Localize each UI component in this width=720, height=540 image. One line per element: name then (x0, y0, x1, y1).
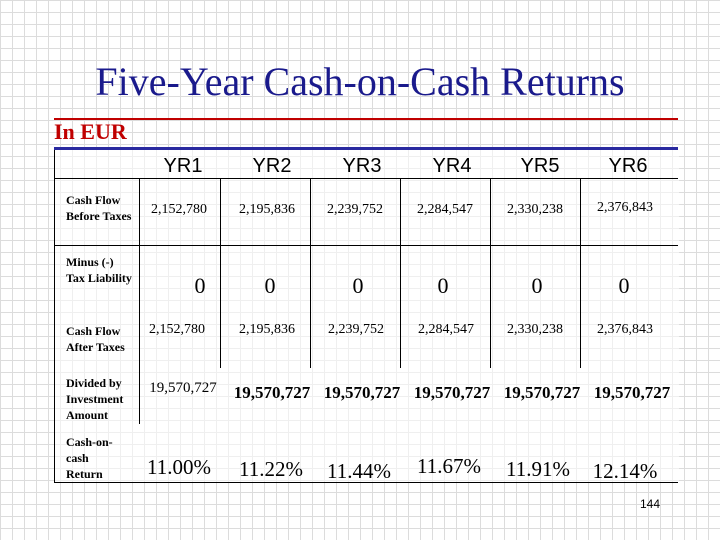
cell-r4-yr1: 19,570,727 (149, 380, 217, 396)
cell-r3-yr3: 2,239,752 (328, 322, 384, 337)
cell-r4-yr5: 19,570,727 (503, 383, 581, 402)
col-header-yr5: YR5 (520, 155, 560, 177)
row-label-cash-on-cash-return: Cash-on-cash Return (66, 435, 113, 481)
cell-r5-yr6: 12.14% (592, 459, 658, 483)
cell-r5-yr4: 11.67% (417, 454, 481, 478)
cell-r2-yr6: 0 (618, 273, 630, 298)
cell-r4-yr6: 19,570,727 (593, 383, 671, 402)
cell-r3-yr5: 2,330,238 (507, 322, 563, 337)
cell-r1-yr4: 2,284,547 (417, 202, 473, 217)
row-label-cash-flow-before-taxes: Cash Flow Before Taxes (66, 193, 132, 223)
slide-subtitle: In EUR (54, 119, 127, 144)
row-label-tax-liability: Minus (-) Tax Liability (66, 255, 132, 285)
col-header-yr1: YR1 (163, 155, 203, 177)
cell-r3-yr4: 2,284,547 (418, 322, 474, 337)
col-divider-1 (220, 178, 221, 368)
label-column-divider (139, 178, 140, 424)
table-bottom-rule (54, 482, 678, 483)
cell-r2-yr5: 0 (531, 273, 543, 298)
col-header-yr2: YR2 (252, 155, 292, 177)
cell-r1-yr1: 2,152,780 (151, 202, 207, 217)
cell-r4-yr4: 19,570,727 (413, 383, 491, 402)
cell-r1-yr2: 2,195,836 (239, 202, 295, 217)
cell-r4-yr2: 19,570,727 (233, 383, 311, 402)
cell-r5-yr1: 11.00% (147, 455, 211, 479)
cell-r2-yr4: 0 (437, 273, 449, 298)
cell-r3-yr6: 2,376,843 (597, 322, 653, 337)
row-label-cash-flow-after-taxes: Cash Flow After Taxes (66, 324, 125, 354)
col-divider-2 (310, 178, 311, 368)
cell-r2-yr1: 0 (194, 273, 206, 298)
cell-r3-yr2: 2,195,836 (239, 322, 295, 337)
row-label-investment-amount: Divided by Investment Amount (66, 376, 124, 422)
cell-r3-yr1: 2,152,780 (149, 322, 205, 337)
cell-r2-yr2: 0 (264, 273, 276, 298)
cell-r4-yr3: 19,570,727 (323, 383, 401, 402)
cell-r1-yr3: 2,239,752 (327, 202, 383, 217)
cell-r1-yr6: 2,376,843 (597, 200, 653, 215)
page-number: 144 (640, 497, 661, 511)
col-divider-5 (580, 178, 581, 368)
slide-title: Five-Year Cash-on-Cash Returns (95, 59, 625, 104)
header-rule (54, 147, 678, 150)
cell-r1-yr5: 2,330,238 (507, 202, 563, 217)
cell-r5-yr5: 11.91% (506, 457, 570, 481)
cell-r2-yr3: 0 (352, 273, 364, 298)
col-header-yr6: YR6 (608, 155, 648, 177)
cell-r5-yr2: 11.22% (239, 457, 303, 481)
col-divider-4 (490, 178, 491, 368)
returns-table (54, 150, 679, 482)
header-divider (54, 178, 678, 179)
row-divider-1 (54, 245, 678, 246)
cell-r5-yr3: 11.44% (327, 459, 391, 483)
subtitle-rule (54, 118, 678, 120)
col-divider-3 (400, 178, 401, 368)
col-header-yr3: YR3 (342, 155, 382, 177)
col-header-yr4: YR4 (432, 155, 472, 177)
